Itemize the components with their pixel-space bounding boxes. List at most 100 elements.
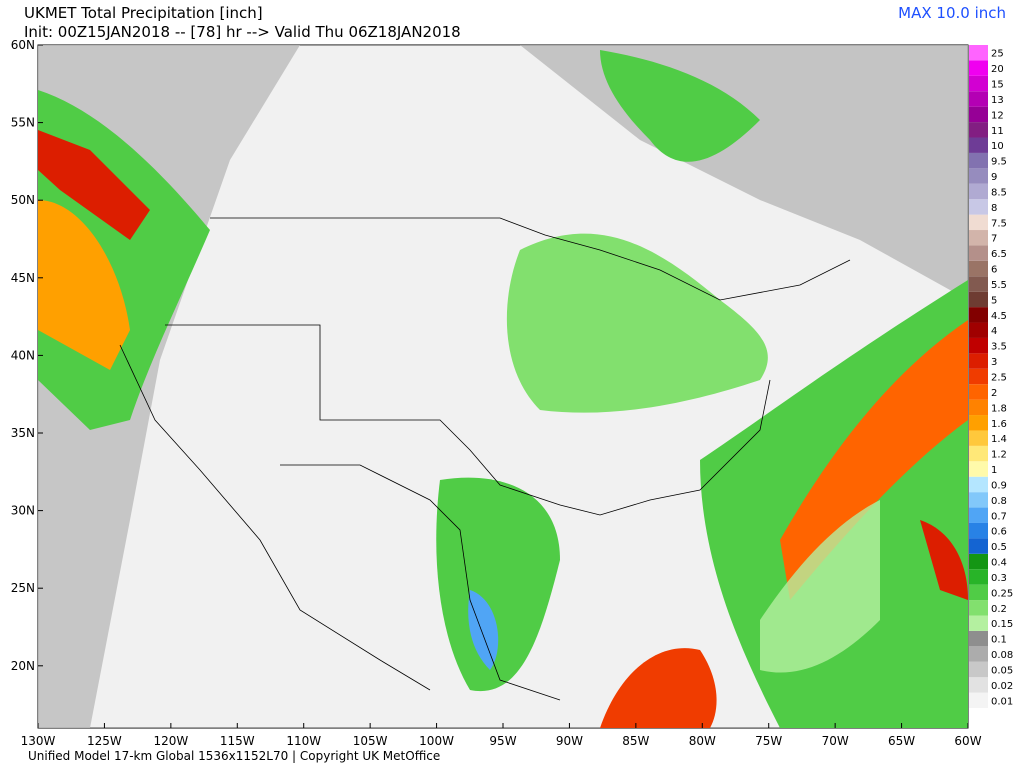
legend-swatch (969, 507, 988, 523)
legend-swatch (969, 137, 988, 153)
lon-label: 75W (755, 734, 782, 748)
legend-label: 1.2 (991, 450, 1007, 461)
lat-label: 25N (11, 581, 35, 595)
lon-label: 80W (689, 734, 716, 748)
legend-label: 20 (991, 64, 1004, 75)
lat-label: 20N (11, 659, 35, 673)
legend-swatch (969, 260, 988, 277)
legend-swatch (969, 122, 988, 138)
precip-field (38, 45, 968, 728)
borders (119, 217, 851, 701)
legend-label: 9 (991, 172, 997, 183)
lon-label: 125W (87, 734, 122, 748)
legend-label: 25 (991, 49, 1004, 60)
legend-label: 0.3 (991, 573, 1007, 584)
legend-swatch (969, 445, 988, 462)
legend-swatch (969, 600, 988, 616)
legend-swatch (969, 415, 988, 431)
legend-label: 0.8 (991, 496, 1007, 507)
legend-swatch (969, 245, 988, 261)
legend-swatch (969, 646, 988, 662)
legend-label: 15 (991, 80, 1004, 91)
legend-swatch (969, 461, 988, 477)
subtitle: Init: 00Z15JAN2018 -- [78] hr --> Valid … (24, 23, 461, 41)
legend-swatch (969, 569, 988, 585)
legend-swatch (969, 183, 988, 200)
lat-label: 40N (11, 348, 35, 362)
legend-swatch (969, 661, 988, 678)
legend-label: 4 (991, 326, 997, 337)
legend-swatch (969, 75, 988, 92)
legend-label: 5.5 (991, 280, 1007, 291)
legend-label: 8.5 (991, 187, 1007, 198)
legend-label: 12 (991, 110, 1004, 121)
lon-label: 120W (153, 734, 188, 748)
legend-swatch (969, 615, 988, 631)
legend-swatch (969, 199, 988, 215)
legend-label: 1 (991, 465, 997, 476)
legend-label: 5 (991, 295, 997, 306)
legend-swatch (969, 492, 988, 508)
legend-swatch (969, 152, 988, 169)
legend-swatch (969, 630, 988, 647)
legend-swatch (969, 307, 988, 323)
map (37, 44, 969, 729)
legend-swatch (969, 214, 988, 231)
legend-swatch (969, 353, 988, 369)
legend-label: 1.6 (991, 419, 1007, 430)
legend-swatch (969, 91, 988, 107)
legend-label: 4.5 (991, 311, 1007, 322)
legend-label: 11 (991, 126, 1004, 137)
legend-label: 0.2 (991, 604, 1007, 615)
lat-label: 45N (11, 271, 35, 285)
legend-label: 0.15 (991, 619, 1013, 630)
legend-label: 0.08 (991, 650, 1013, 661)
legend-swatch (969, 337, 988, 354)
lon-label: 110W (286, 734, 321, 748)
lon-label: 70W (822, 734, 849, 748)
legend-swatch (969, 168, 988, 184)
legend-label: 6 (991, 265, 997, 276)
legend-swatch (969, 584, 988, 601)
legend-swatch (969, 399, 988, 416)
legend-swatch (969, 45, 988, 61)
legend-label: 1.4 (991, 434, 1007, 445)
legend-swatch (969, 60, 988, 76)
legend-swatch (969, 106, 988, 123)
legend-label: 1.8 (991, 403, 1007, 414)
lon-label: 115W (220, 734, 255, 748)
legend-swatch (969, 522, 988, 539)
legend-swatch (969, 368, 988, 385)
lat-label: 55N (11, 116, 35, 130)
legend-label: 0.4 (991, 558, 1007, 569)
legend-swatch (969, 476, 988, 493)
lat-label: 30N (11, 504, 35, 518)
legend-label: 0.7 (991, 511, 1007, 522)
legend-label: 0.02 (991, 681, 1013, 692)
lat-label: 60N (11, 38, 35, 52)
legend-swatch (969, 553, 988, 570)
legend-label: 0.9 (991, 480, 1007, 491)
lon-label: 65W (888, 734, 915, 748)
legend-swatch (969, 384, 988, 400)
lon-label: 100W (419, 734, 454, 748)
lon-label: 60W (954, 734, 981, 748)
legend-label: 9.5 (991, 157, 1007, 168)
legend-swatch (969, 230, 988, 246)
lon-label: 90W (556, 734, 583, 748)
legend-label: 3 (991, 357, 997, 368)
legend-swatch (969, 276, 988, 292)
legend-swatch (969, 430, 988, 446)
lat-label: 50N (11, 193, 35, 207)
legend-label: 0.6 (991, 527, 1007, 538)
legend-label: 8 (991, 203, 997, 214)
legend-swatch (969, 291, 988, 308)
legend-swatch (969, 322, 988, 338)
legend-label: 3.5 (991, 342, 1007, 353)
legend-label: 0.1 (991, 635, 1007, 646)
legend-label: 10 (991, 141, 1004, 152)
lon-label: 95W (489, 734, 516, 748)
legend-swatch (969, 677, 988, 693)
lon-label: 85W (622, 734, 649, 748)
